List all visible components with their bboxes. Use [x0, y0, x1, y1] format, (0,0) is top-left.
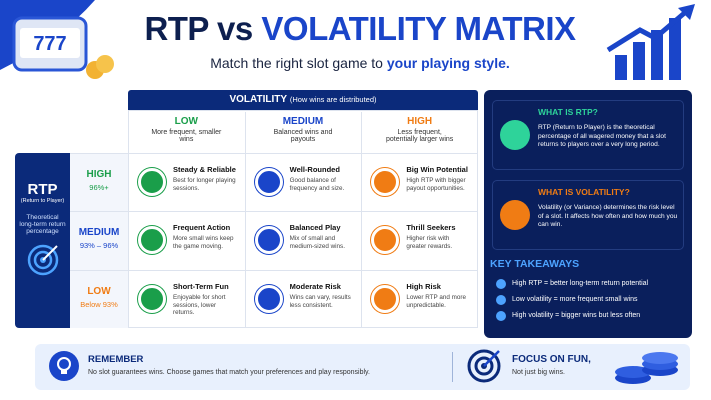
cell-icon	[371, 226, 400, 255]
cell-text: Wins can vary, results less consistent.	[289, 293, 351, 309]
cell-icon	[371, 168, 400, 196]
column-desc: Less frequent, potentially larger wins	[386, 129, 454, 143]
subtitle-accent: your playing style.	[386, 55, 510, 71]
cell-text: Best for longer playing sessions.	[173, 177, 236, 192]
row-divider	[70, 211, 478, 213]
cell-icon	[254, 168, 283, 196]
takeaways-title: KEY TAKEAWAYS	[490, 258, 580, 270]
slot-decoration: 777	[0, 0, 114, 79]
remember-title: REMEMBER	[88, 354, 144, 365]
cell-title: Balanced Play	[289, 223, 341, 233]
sidebar-section	[492, 100, 684, 170]
cell-text: Lower RTP and more unpredictable.	[406, 293, 466, 309]
column-divider	[244, 112, 246, 328]
takeaway: Low volatility = more frequent small win…	[512, 296, 638, 303]
title: RTP vs VOLATILITY MATRIX	[120, 10, 600, 48]
row-label-column	[70, 153, 128, 328]
cell-title: High Risk	[406, 281, 441, 291]
row-range: 96%+	[89, 183, 109, 192]
cell-title: Steady & Reliable	[173, 165, 236, 174]
cell-title: Thrill Seekers	[406, 223, 456, 233]
section-text: RTP (Return to Player) is the theoretica…	[538, 124, 666, 149]
svg-text:777: 777	[33, 33, 66, 55]
row-label: HIGH	[86, 169, 112, 180]
cell-text: High RTP with bigger payout opportunitie…	[406, 177, 466, 192]
focus-icon	[467, 349, 501, 383]
section-icon	[500, 200, 530, 230]
title-accent: VOLATILITY MATRIX	[261, 10, 576, 47]
subtitle: Match the right slot game to your playin…	[120, 55, 600, 71]
cell-icon	[138, 226, 166, 255]
cell-text: Enjoyable for short sessions, lower retu…	[173, 293, 226, 317]
rtp-desc: Theoretical long-term return percentage	[19, 214, 66, 235]
takeaway: High RTP = better long-term return poten…	[512, 280, 649, 287]
section-icon	[500, 120, 530, 150]
column-desc: More frequent, smaller wins	[151, 129, 222, 143]
volatility-title: VOLATILITY	[229, 94, 288, 105]
cell-text: Higher risk with greater rewards.	[406, 235, 453, 251]
chips-decoration	[615, 352, 678, 384]
rtp-note: (Return to Player)	[20, 198, 65, 204]
rtp-panel: RTP (Return to Player) Theoretical long-…	[15, 153, 70, 328]
column-desc: Balanced wins and payouts	[273, 129, 333, 143]
title-main: RTP vs	[144, 10, 253, 47]
cell-icon	[138, 168, 166, 196]
divider	[452, 352, 453, 382]
footer	[35, 344, 690, 390]
row-range: Below 93%	[80, 299, 118, 309]
cell-title: Frequent Action	[173, 223, 231, 233]
check-icon	[496, 295, 506, 305]
focus-title: FOCUS ON FUN,	[512, 354, 591, 365]
cell-text: Mix of small and medium-sized wins.	[289, 235, 345, 251]
section-title: WHAT IS RTP?	[538, 107, 598, 117]
column-label: HIGH	[407, 116, 433, 127]
focus-text: Not just big wins.	[512, 369, 565, 376]
row-range: 93% – 96%	[79, 241, 119, 251]
row-label: LOW	[87, 285, 111, 297]
matrix-frame	[128, 110, 478, 328]
cell-icon	[371, 284, 400, 313]
volatility-header: VOLATILITY (How wins are distributed)	[128, 90, 478, 110]
row-divider	[70, 269, 478, 271]
column-divider	[361, 112, 363, 328]
cell-title: Well-Rounded	[289, 165, 340, 174]
chart-decoration	[606, 4, 695, 80]
column-label: MEDIUM	[282, 116, 324, 127]
subtitle-plain: Match the right slot game to	[210, 55, 383, 71]
bulb-icon	[49, 351, 79, 381]
cell-title: Big Win Potential	[406, 165, 468, 174]
cell-title: Short-Term Fun	[173, 281, 229, 291]
section-title: WHAT IS VOLATILITY?	[538, 187, 630, 197]
rtp-title: RTP	[27, 181, 58, 198]
row-divider	[70, 153, 478, 154]
column-label: LOW	[174, 116, 198, 127]
cell-icon	[254, 284, 283, 313]
sidebar-section	[492, 180, 684, 250]
cell-title: Moderate Risk	[289, 281, 341, 291]
cell-text: More small wins keep the game moving.	[173, 235, 234, 251]
takeaway: High volatility = bigger wins but less o…	[512, 312, 641, 319]
check-icon	[496, 279, 506, 289]
section-text: Volatility (or Variance) determines the …	[538, 204, 678, 229]
cell-icon	[254, 226, 283, 255]
row-label: MEDIUM	[78, 227, 120, 239]
check-icon	[496, 311, 506, 321]
target-icon	[27, 244, 58, 276]
cell-text: Good balance of frequency and size.	[289, 177, 345, 192]
remember-text: No slot guarantees wins. Choose games th…	[88, 369, 370, 376]
volatility-note: (How wins are distributed)	[289, 95, 377, 104]
cell-icon	[138, 284, 166, 313]
